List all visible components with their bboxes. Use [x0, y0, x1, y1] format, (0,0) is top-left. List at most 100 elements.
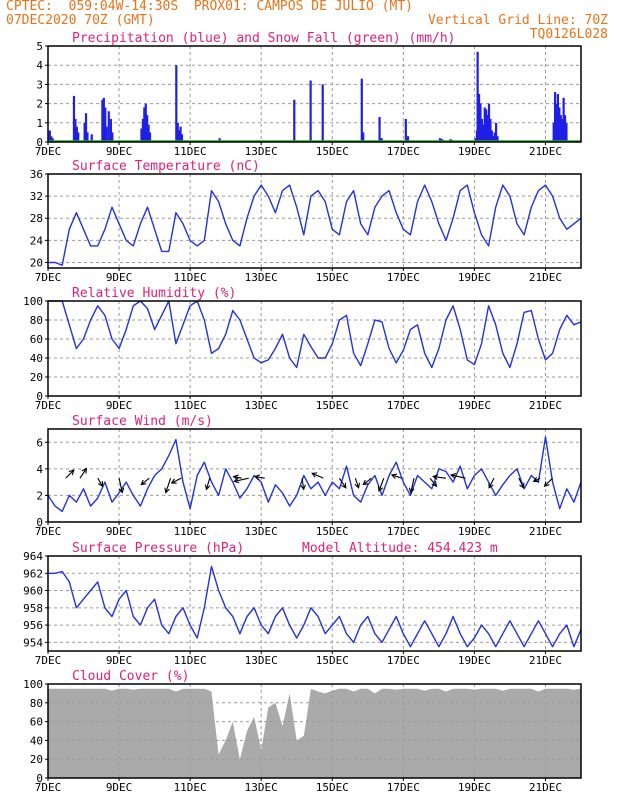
pres-ytick-label: 964: [23, 550, 43, 563]
wind-arrow: [140, 477, 150, 485]
precip-bar: [493, 132, 496, 142]
precip-bar: [489, 118, 492, 142]
wind-arrow-head: [232, 474, 239, 481]
precip-bar: [75, 126, 78, 142]
precip-bar: [102, 97, 105, 142]
precip-bar: [309, 80, 312, 142]
wind-arrow: [97, 477, 104, 487]
rh-ytick-label: 20: [30, 371, 43, 384]
cloud-xtick-label: 19DEC: [458, 781, 491, 794]
wind-xtick-label: 11DEC: [174, 525, 207, 538]
precip-plot-area: [48, 46, 581, 142]
precip-bar: [490, 130, 493, 142]
pres-xtick-label: 11DEC: [174, 654, 207, 667]
wind-arrow-head: [341, 482, 347, 489]
rh-frame: [47, 300, 582, 397]
temp-xtick-label: 11DEC: [174, 271, 207, 284]
precip-bar: [140, 128, 143, 142]
wind-arrow-head: [164, 487, 170, 494]
pres-ytick-label: 954: [23, 636, 43, 649]
cloud-ytick-label: 100: [23, 678, 43, 691]
pres-xtick-label: 15DEC: [316, 654, 349, 667]
wind-ytick-label: 0: [36, 516, 43, 529]
precip-bar: [495, 122, 498, 142]
cloud-frame: [47, 683, 582, 779]
precip-ytick-label: 5: [36, 40, 43, 53]
wind-arrow: [450, 474, 466, 479]
pres-xtick-label: 17DEC: [387, 654, 420, 667]
temp-xtick-label: 13DEC: [245, 271, 278, 284]
precip-bar: [476, 51, 479, 143]
wind-arrow-head: [204, 484, 211, 491]
temp-ytick-label: 24: [30, 234, 44, 247]
cloud-area: [48, 688, 581, 778]
wind-arrow: [410, 478, 415, 493]
wind-xtick-label: 15DEC: [316, 525, 349, 538]
wind-arrow-head: [408, 487, 415, 494]
cloud-xtick-label: 11DEC: [174, 781, 207, 794]
wind-ytick-label: 2: [36, 489, 43, 502]
precip-bar: [438, 138, 442, 142]
precip-xtick-label: 11DEC: [174, 145, 207, 158]
header-grid-note: Vertical Grid Line: 70Z: [427, 13, 608, 28]
precip-bar: [86, 132, 89, 142]
precip-bar: [218, 138, 221, 142]
pres-panel: 954 956 958 960 962 964 7DEC 9DEC 11DEC 13DEC 15DE…: [23, 541, 582, 667]
pres-title: Surface Pressure (hPa): [72, 541, 244, 556]
pres-ytick-label: 956: [23, 619, 43, 632]
cloud-ytick-label: 20: [30, 753, 43, 766]
precip-bar: [477, 94, 481, 142]
rh-title: Relative Humidity (%): [72, 286, 236, 301]
precip-bar: [176, 122, 179, 142]
wind-arrow-head: [488, 482, 494, 489]
precip-bar: [51, 138, 54, 142]
temp-xtick-label: 9DEC: [106, 271, 133, 284]
wind-arrow-head: [300, 484, 306, 491]
precip-ytick-label: 0: [36, 136, 43, 149]
wind-arrow-head: [377, 485, 384, 493]
precip-xtick-label: 9DEC: [106, 145, 133, 158]
cloud-xtick-label: 15DEC: [316, 781, 349, 794]
precip-bar: [74, 118, 77, 142]
wind-arrow-head: [68, 469, 75, 476]
pres-series-line: [48, 565, 582, 648]
wind-arrow-head: [543, 481, 550, 487]
wind-arrow-head: [254, 474, 261, 481]
precip-bar: [84, 113, 88, 142]
precip-bar: [485, 109, 488, 142]
precip-bar: [178, 130, 181, 142]
precip-title: Precipitation (blue) and Snow Fall (gree…: [72, 31, 456, 46]
temp-xtick-label: 21DEC: [529, 271, 562, 284]
rh-series-line: [48, 300, 582, 369]
rh-xtick-label: 15DEC: [316, 399, 349, 412]
wind-ytick-label: 4: [36, 463, 43, 476]
cloud-title: Cloud Cover (%): [72, 669, 189, 684]
precip-ytick-label: 2: [36, 98, 43, 111]
temp-xtick-label: 19DEC: [458, 271, 491, 284]
wind-arrow-head: [432, 474, 439, 480]
rh-ytick-label: 40: [30, 352, 43, 365]
precip-bar: [77, 132, 80, 142]
wind-arrow: [165, 477, 172, 493]
wind-arrow: [118, 478, 123, 493]
precip-bar: [105, 126, 108, 142]
rh-xtick-label: 17DEC: [387, 399, 420, 412]
precip-xtick-label: 13DEC: [245, 145, 278, 158]
precip-bar: [380, 138, 383, 142]
wind-arrow-head: [519, 482, 525, 489]
precip-bar: [480, 118, 483, 142]
pres-xtick-label: 7DEC: [35, 654, 62, 667]
precip-bar: [558, 107, 561, 142]
header-code: TQ0126L028: [529, 27, 608, 42]
precip-panel: 0 1 2 3 4 5 7DEC 9DEC 11DEC 13DEC 15DEC 17DEC 19DEC 2…: [35, 31, 582, 158]
temp-plot-area: [48, 174, 581, 268]
wind-panel: 0 2 4 6 7DEC 9DEC 11DEC 13DEC 15DEC 17DEC 19DEC 21D…: [35, 414, 582, 538]
wind-arrow: [488, 477, 495, 489]
temp-ytick-label: 32: [30, 190, 43, 203]
precip-xtick-label: 17DEC: [387, 145, 420, 158]
wind-arrow: [65, 469, 75, 479]
precip-bar: [147, 124, 150, 142]
pres-xtick-label: 19DEC: [458, 654, 491, 667]
wind-arrow-head: [81, 467, 88, 474]
